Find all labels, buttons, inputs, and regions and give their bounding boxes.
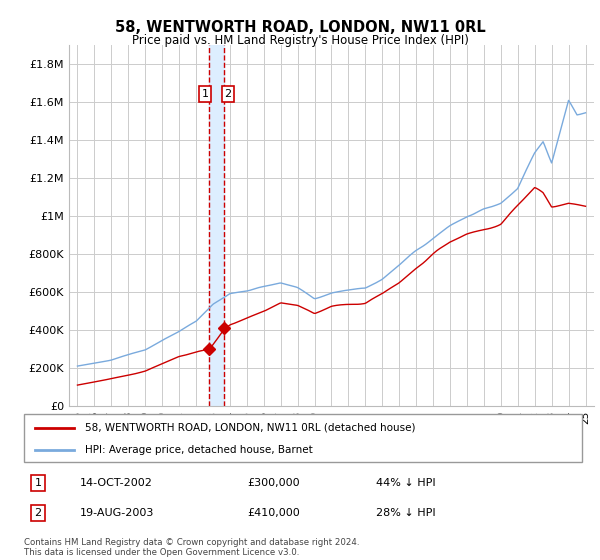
- Text: 1: 1: [34, 478, 41, 488]
- Text: £300,000: £300,000: [247, 478, 300, 488]
- Bar: [209, 45, 224, 406]
- Text: Price paid vs. HM Land Registry's House Price Index (HPI): Price paid vs. HM Land Registry's House …: [131, 34, 469, 46]
- Text: 19-AUG-2003: 19-AUG-2003: [80, 508, 154, 518]
- Text: 44% ↓ HPI: 44% ↓ HPI: [376, 478, 435, 488]
- Text: 28% ↓ HPI: 28% ↓ HPI: [376, 508, 435, 518]
- Text: Contains HM Land Registry data © Crown copyright and database right 2024.
This d: Contains HM Land Registry data © Crown c…: [24, 538, 359, 557]
- Text: HPI: Average price, detached house, Barnet: HPI: Average price, detached house, Barn…: [85, 445, 313, 455]
- FancyBboxPatch shape: [24, 414, 582, 462]
- Text: 2: 2: [34, 508, 41, 518]
- Text: £410,000: £410,000: [247, 508, 300, 518]
- Text: 2: 2: [224, 89, 232, 99]
- Text: 58, WENTWORTH ROAD, LONDON, NW11 0RL (detached house): 58, WENTWORTH ROAD, LONDON, NW11 0RL (de…: [85, 423, 416, 433]
- Text: 14-OCT-2002: 14-OCT-2002: [80, 478, 152, 488]
- Text: 58, WENTWORTH ROAD, LONDON, NW11 0RL: 58, WENTWORTH ROAD, LONDON, NW11 0RL: [115, 20, 485, 35]
- Text: 1: 1: [202, 89, 209, 99]
